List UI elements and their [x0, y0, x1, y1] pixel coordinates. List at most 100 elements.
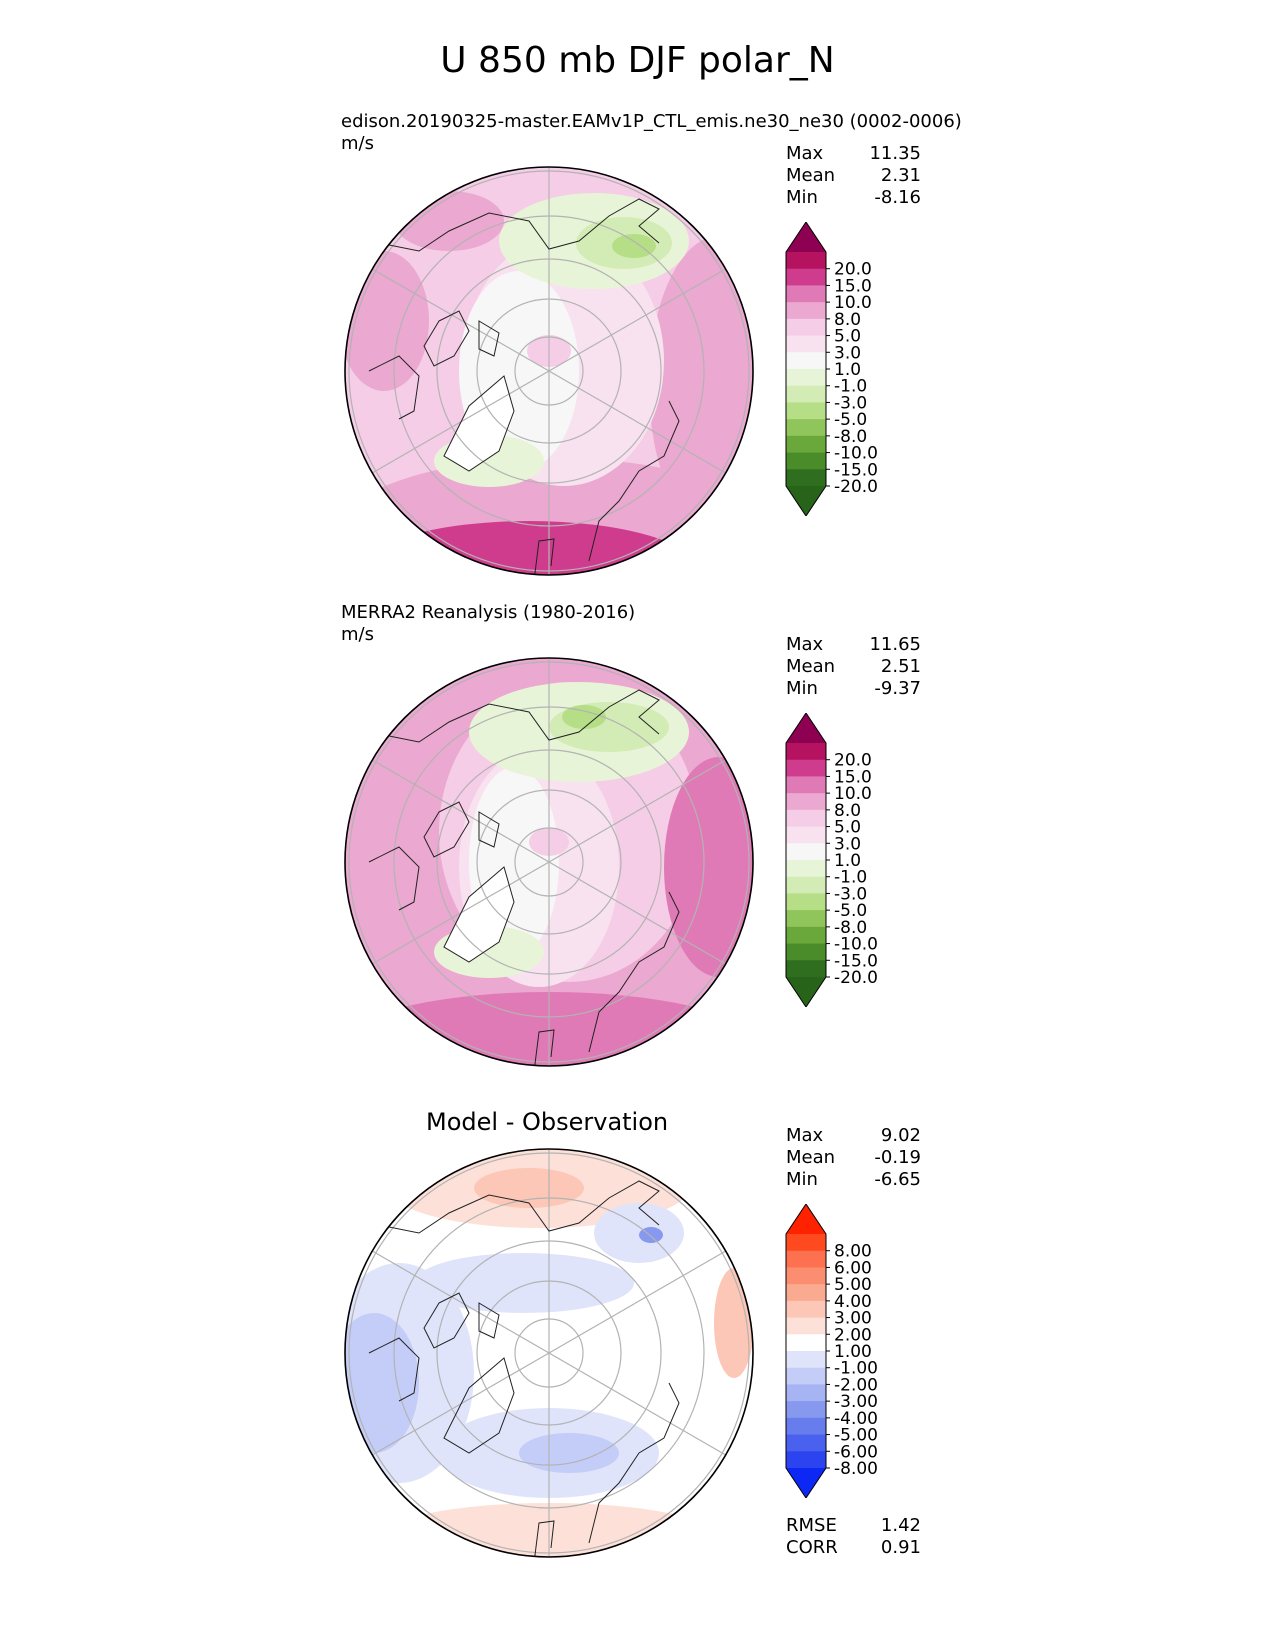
- colorbar-tick-label: 5.0: [834, 818, 861, 838]
- colorbar-segment: [786, 1267, 826, 1285]
- colorbar-segment: [786, 452, 826, 470]
- panel-model-units: m/s: [341, 133, 374, 154]
- colorbar-segment: [786, 1250, 826, 1268]
- colorbar-segment: [786, 385, 826, 403]
- colorbar-segment: [786, 402, 826, 420]
- colorbar-tick-label: 15.0: [834, 767, 872, 787]
- stat-label: Max: [786, 1125, 824, 1146]
- colorbar-segment: [786, 285, 826, 303]
- colorbar-tick-label: -10.0: [834, 935, 878, 955]
- colorbar-tick-label: 5.00: [834, 1275, 872, 1295]
- model-region-jet-atlantic: [649, 236, 753, 536]
- stat-value-max: 11.65: [869, 634, 921, 655]
- colorbar-segment: [786, 435, 826, 454]
- model-field: [345, 167, 753, 575]
- colorbar-segment: [786, 1284, 826, 1302]
- colorbar-tick-label: 3.00: [834, 1309, 872, 1329]
- colorbar-segment: [786, 1451, 826, 1469]
- colorbar-tick-label: -20.0: [834, 477, 878, 497]
- colorbar-tick-label: -20.0: [834, 968, 878, 988]
- model-region-west: [345, 251, 429, 391]
- panel-diff-map: [339, 1143, 759, 1563]
- colorbar-tick-label: 20.0: [834, 260, 872, 280]
- colorbar-segment: [786, 843, 826, 861]
- colorbar-segment: [786, 369, 826, 387]
- panel-obs-units: m/s: [341, 624, 374, 645]
- colorbar-segment: [786, 1234, 826, 1252]
- stat-label: Mean: [786, 165, 836, 186]
- colorbar-segment: [786, 352, 826, 370]
- colorbar-segment: [786, 743, 826, 761]
- colorbar-segment: [786, 302, 826, 320]
- colorbar-segment: [786, 1401, 826, 1419]
- diff-region-north-pos-2: [474, 1168, 584, 1208]
- colorbar-tick-label: 15.0: [834, 276, 872, 296]
- diff-region-arctic-neg: [414, 1253, 634, 1313]
- panel-obs-colorbar: 20.0 15.0 10.0 8.0 5.0 3.0 1.0 -1.0 -3.0 -5.0 -8.0…: [784, 712, 894, 1008]
- colorbar-segment: [786, 960, 826, 978]
- stat-label: Mean: [786, 1147, 836, 1168]
- colorbar-segment: [786, 926, 826, 945]
- stat-value-min: -9.37: [874, 678, 921, 699]
- diff-field: [345, 1149, 753, 1557]
- colorbar-extend-min: [786, 977, 826, 1007]
- stat-label: Mean: [786, 656, 836, 677]
- obs-graticule: [348, 658, 750, 1066]
- stat-label: Max: [786, 634, 824, 655]
- colorbar-extend-min: [786, 486, 826, 516]
- colorbar-tick-label: 20.0: [834, 751, 872, 771]
- colorbar-tick-label: -1.0: [834, 868, 867, 888]
- metric-label: RMSE: [786, 1515, 837, 1536]
- colorbar-segment: [786, 893, 826, 911]
- colorbar-segment: [786, 1300, 826, 1319]
- metric-value-rmse: 1.42: [880, 1515, 921, 1536]
- colorbar-segment: [786, 1434, 826, 1452]
- colorbar-tick-label: 10.0: [834, 784, 872, 804]
- panel-model-colorbar: 20.0 15.0 10.0 8.0 5.0 3.0 1.0 -1.0 -3.0 -5.0 -8.0…: [784, 221, 894, 517]
- obs-field: [345, 658, 753, 1066]
- panel-model-stats: Max 11.35 Mean 2.31 Min -8.16: [786, 143, 921, 209]
- colorbar-tick-label: -5.0: [834, 901, 867, 921]
- obs-region-greenland: [444, 867, 514, 962]
- stat-value-min: -8.16: [874, 187, 921, 208]
- stat-label: Min: [786, 678, 818, 699]
- figure-title: U 850 mb DJF polar_N: [440, 40, 835, 81]
- colorbar-tick-label: 1.00: [834, 1342, 872, 1362]
- panel-obs-map: [339, 652, 759, 1072]
- colorbar-tick-label: -10.0: [834, 444, 878, 464]
- colorbar-tick-label: -1.00: [834, 1359, 878, 1379]
- stat-label: Min: [786, 1169, 818, 1190]
- colorbar-tick-label: -6.00: [834, 1442, 878, 1462]
- colorbar-segment: [786, 335, 826, 353]
- stat-value-max: 9.02: [880, 1125, 921, 1146]
- colorbar-svg: 8.006.005.004.003.002.001.00-1.00-2.00-3…: [785, 1203, 878, 1499]
- colorbar-extend-max: [786, 713, 826, 743]
- colorbar-tick-label: -15.0: [834, 951, 878, 971]
- colorbar-extend-max: [786, 1204, 826, 1234]
- panel-diff-title: Model - Observation: [426, 1108, 669, 1136]
- colorbar-segment: [786, 1334, 826, 1352]
- stat-value-mean: -0.19: [874, 1147, 921, 1168]
- colorbar-segment: [786, 469, 826, 487]
- obs-coastlines: [368, 689, 680, 1066]
- colorbar-segment: [786, 268, 826, 286]
- colorbar-segment: [786, 876, 826, 894]
- colorbar-segment: [786, 1367, 826, 1385]
- colorbar-extend-min: [786, 1468, 826, 1498]
- colorbar-segment: [786, 252, 826, 270]
- colorbar-tick-label: -5.00: [834, 1426, 878, 1446]
- panel-diff-colorbar: 8.00 6.00 5.00 4.00 3.00 2.00 1.00 -1.00 -2.00 -3…: [784, 1203, 894, 1499]
- colorbar-svg: 20.015.010.08.05.03.01.0-1.0-3.0-5.0-8.0…: [785, 712, 878, 1008]
- colorbar-segment: [786, 318, 826, 337]
- colorbar-tick-label: -1.0: [834, 377, 867, 397]
- colorbar-svg: 20.015.010.08.05.03.01.0-1.0-3.0-5.0-8.0…: [785, 221, 878, 517]
- stat-value-mean: 2.31: [880, 165, 921, 186]
- colorbar-segment: [786, 1317, 826, 1335]
- colorbar-tick-label: -5.0: [834, 410, 867, 430]
- panel-diff-metrics: RMSE 1.42 CORR 0.91: [786, 1515, 921, 1559]
- colorbar-tick-label: -8.0: [834, 427, 867, 447]
- colorbar-extend-max: [786, 222, 826, 252]
- colorbar-tick-label: 4.00: [834, 1292, 872, 1312]
- colorbar-tick-label: 8.0: [834, 801, 861, 821]
- diff-graticule: [348, 1149, 750, 1557]
